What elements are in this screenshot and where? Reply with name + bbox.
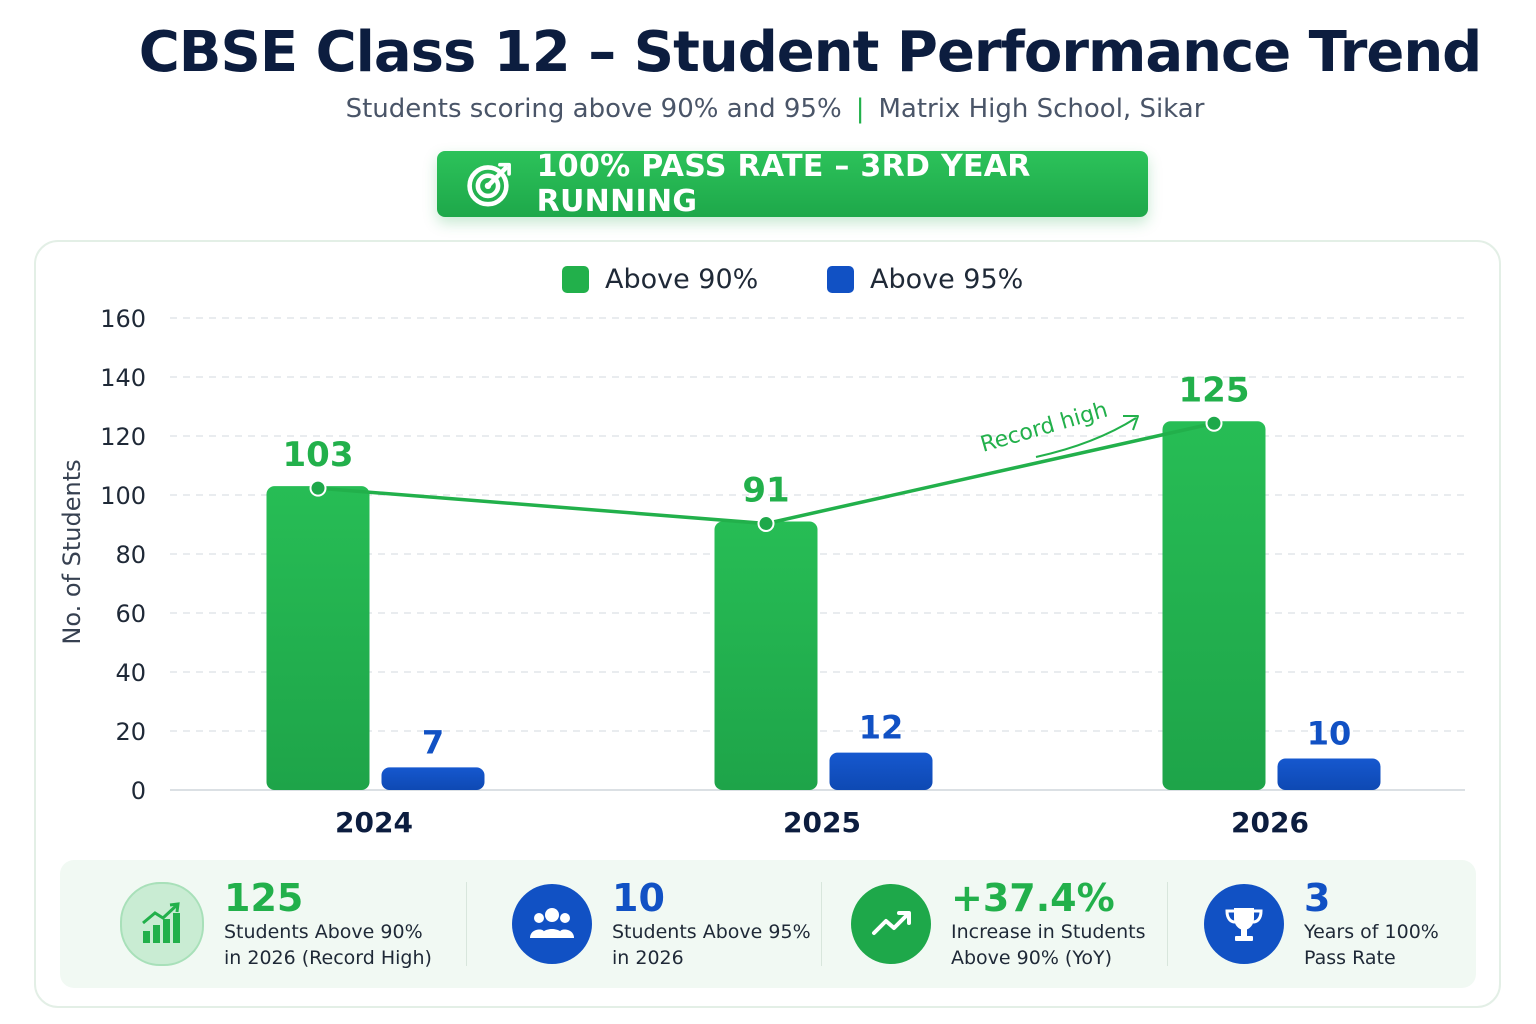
stat-desc-increase: Increase in Students Above 90% (YoY) [951, 921, 1146, 969]
bar-above-90 [714, 521, 818, 790]
bar-above-95 [829, 752, 933, 790]
y-tick-label: 20 [115, 718, 146, 746]
legend-label-above-95: Above 95% [870, 264, 1024, 295]
subtitle-separator: | [855, 94, 865, 124]
bar-chart-up-icon [120, 882, 204, 966]
target-icon [467, 162, 511, 207]
y-tick-label: 160 [100, 305, 146, 333]
data-label-above-95: 10 [1307, 715, 1352, 753]
y-tick-label: 0 [131, 777, 146, 805]
stat-above-95: 10 Students Above 95% in 2026 [512, 860, 811, 988]
data-label-above-90: 125 [1179, 370, 1250, 410]
data-label-above-90: 103 [283, 435, 354, 475]
stat-divider [466, 882, 467, 966]
y-tick-label: 120 [100, 423, 146, 451]
legend-above-90: Above 90% [562, 264, 758, 295]
stat-record-high: 125 Students Above 90% in 2026 (Record H… [120, 860, 432, 988]
bar-chart: 0 20 40 60 80 100 120 140 160 No. of Students 103 7… [58, 305, 1465, 839]
legend-label-above-90: Above 90% [605, 264, 759, 295]
x-tick-label: 2024 [335, 806, 413, 839]
data-label-above-90: 91 [742, 471, 789, 511]
y-tick-label: 60 [115, 600, 146, 628]
stat-desc-record-high: Students Above 90% in 2026 (Record High) [224, 921, 432, 969]
subtitle-description: Students scoring above 90% and 95% [345, 94, 842, 124]
stat-increase: +37.4% Increase in Students Above 90% (Y… [851, 860, 1146, 988]
users-group-icon [512, 884, 592, 964]
stats-panel: 125 Students Above 90% in 2026 (Record H… [60, 860, 1476, 988]
page-subtitle: Students scoring above 90% and 95% | Matri… [0, 94, 1536, 124]
stat-value-record-high: 125 [224, 876, 304, 920]
annotation-arrowhead [1123, 415, 1139, 431]
annotation-record-high: Record high [978, 398, 1111, 458]
legend-swatch-green [562, 266, 589, 293]
stat-desc-above-95: Students Above 95% in 2026 [612, 921, 811, 969]
stat-value-above-95: 10 [612, 876, 665, 920]
page-title: CBSE Class 12 – Student Performance Tren… [138, 20, 1483, 85]
y-tick-label: 100 [100, 482, 146, 510]
trophy-icon [1204, 884, 1284, 964]
trend-point [1205, 414, 1223, 432]
trend-point [757, 515, 775, 533]
trend-up-icon [851, 884, 931, 964]
stat-divider [1167, 882, 1168, 966]
x-tick-label: 2026 [1231, 806, 1309, 839]
pass-rate-badge: 100% PASS RATE – 3RD YEAR RUNNING [437, 149, 1148, 219]
bar-above-90 [266, 486, 370, 790]
annotation-arrow [1035, 417, 1137, 458]
bar-above-95 [381, 767, 485, 790]
legend-above-95: Above 95% [827, 264, 1023, 295]
pass-rate-badge-label: 100% PASS RATE – 3RD YEAR RUNNING [536, 149, 1031, 219]
bar-above-95 [1277, 758, 1381, 790]
stat-divider [821, 882, 822, 966]
stat-value-pass-years: 3 [1304, 876, 1331, 920]
stat-value-increase: +37.4% [951, 876, 1115, 920]
stat-pass-years: 3 Years of 100% Pass Rate [1204, 860, 1439, 988]
stat-desc-pass-years: Years of 100% Pass Rate [1304, 921, 1439, 969]
y-tick-label: 80 [115, 541, 146, 569]
bar-above-90 [1162, 421, 1266, 790]
y-tick-label: 140 [100, 364, 146, 392]
data-label-above-95: 7 [422, 723, 444, 761]
trend-point [309, 479, 327, 497]
x-tick-label: 2025 [783, 806, 861, 839]
y-axis-label: No. of Students [58, 459, 86, 644]
legend-swatch-blue [827, 266, 854, 293]
y-tick-label: 40 [115, 659, 146, 687]
subtitle-school: Matrix High School, Sikar [878, 94, 1205, 124]
data-label-above-95: 12 [859, 709, 904, 747]
